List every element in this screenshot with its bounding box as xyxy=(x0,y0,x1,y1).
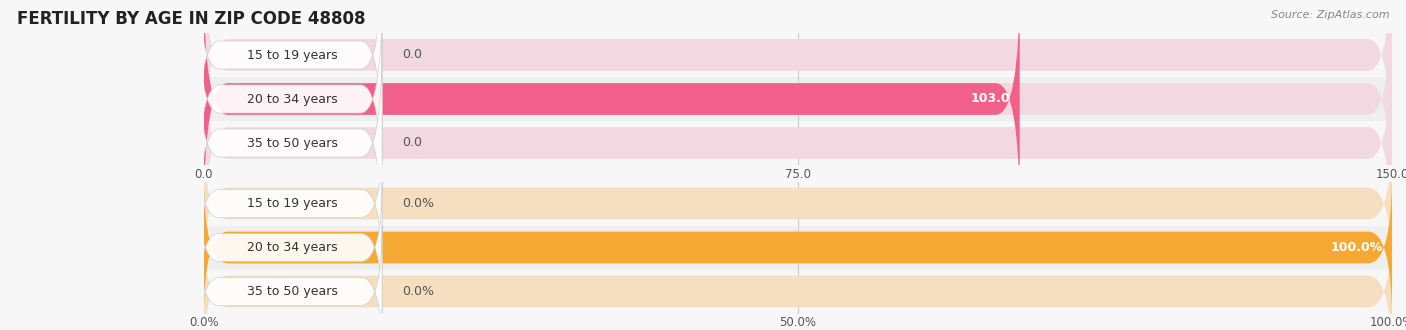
Text: 0.0: 0.0 xyxy=(402,49,422,61)
FancyBboxPatch shape xyxy=(198,182,382,313)
Text: 103.0: 103.0 xyxy=(970,92,1010,106)
Text: 0.0%: 0.0% xyxy=(402,197,434,210)
FancyBboxPatch shape xyxy=(204,0,1019,216)
Text: 15 to 19 years: 15 to 19 years xyxy=(247,49,337,61)
Text: FERTILITY BY AGE IN ZIP CODE 48808: FERTILITY BY AGE IN ZIP CODE 48808 xyxy=(17,10,366,28)
FancyBboxPatch shape xyxy=(204,175,1392,320)
Text: 35 to 50 years: 35 to 50 years xyxy=(247,137,337,149)
Text: 35 to 50 years: 35 to 50 years xyxy=(247,285,337,298)
Bar xyxy=(204,270,1392,313)
FancyBboxPatch shape xyxy=(204,175,1392,320)
Bar xyxy=(204,182,1392,225)
Text: 100.0%: 100.0% xyxy=(1330,241,1382,254)
Text: 0.0%: 0.0% xyxy=(402,285,434,298)
Bar xyxy=(204,121,1392,165)
Bar xyxy=(204,225,1392,270)
FancyBboxPatch shape xyxy=(198,138,382,269)
FancyBboxPatch shape xyxy=(198,0,382,161)
FancyBboxPatch shape xyxy=(204,219,1392,330)
Bar xyxy=(204,33,1392,77)
Bar xyxy=(204,77,1392,121)
FancyBboxPatch shape xyxy=(198,37,382,249)
FancyBboxPatch shape xyxy=(204,26,1392,260)
Text: Source: ZipAtlas.com: Source: ZipAtlas.com xyxy=(1271,10,1389,20)
Text: 15 to 19 years: 15 to 19 years xyxy=(247,197,337,210)
FancyBboxPatch shape xyxy=(204,0,1392,172)
FancyBboxPatch shape xyxy=(204,0,1392,216)
Text: 20 to 34 years: 20 to 34 years xyxy=(247,92,337,106)
FancyBboxPatch shape xyxy=(204,131,1392,276)
Text: 20 to 34 years: 20 to 34 years xyxy=(247,241,337,254)
FancyBboxPatch shape xyxy=(198,0,382,205)
FancyBboxPatch shape xyxy=(198,226,382,330)
Text: 0.0: 0.0 xyxy=(402,137,422,149)
